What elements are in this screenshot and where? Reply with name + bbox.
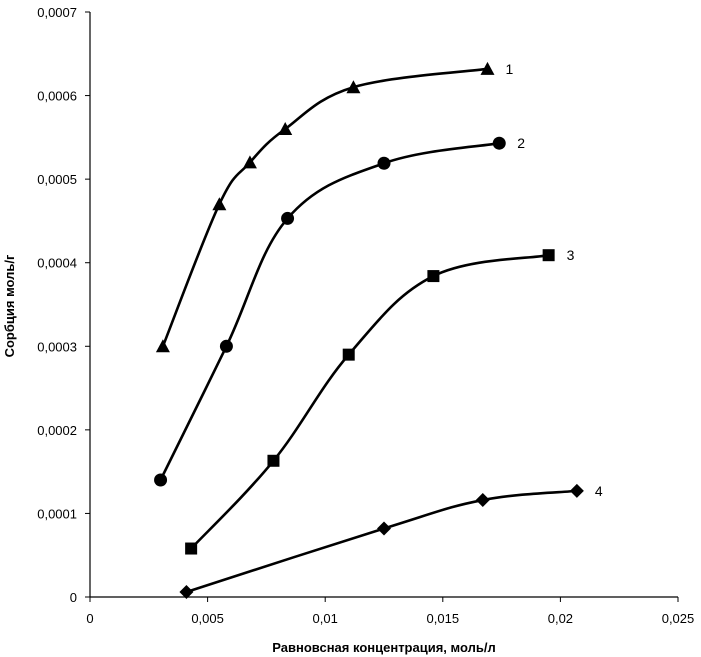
- square-marker: [427, 270, 440, 283]
- square-marker: [542, 249, 555, 262]
- triangle-marker: [155, 339, 170, 353]
- diamond-marker: [179, 584, 194, 599]
- series-layer: 1 2 3 4: [154, 61, 603, 599]
- triangle-marker: [278, 122, 293, 135]
- triangle-marker: [480, 61, 495, 75]
- y-tick-label: 0,0001: [37, 506, 77, 521]
- circle-marker: [219, 339, 233, 353]
- series-line: [190, 253, 549, 550]
- square-marker: [342, 348, 355, 361]
- axes: 0 0,005 0,01 0,015 0,02 0,025 0 0,0001 0,0002 0,0…: [37, 5, 694, 626]
- square-marker: [267, 454, 280, 467]
- triangle-marker: [242, 155, 257, 169]
- square-marker: [185, 542, 198, 555]
- y-tick-label: 0,0007: [37, 5, 77, 20]
- y-tick-label: 0,0005: [37, 172, 77, 187]
- x-tick-label: 0,005: [191, 611, 224, 626]
- circle-marker: [281, 211, 295, 225]
- series-line: [186, 489, 577, 594]
- series-line: [161, 67, 488, 347]
- circle-marker: [492, 136, 506, 150]
- y-axis-title: Сорбция моль/г: [2, 254, 17, 357]
- triangle-marker: [346, 80, 361, 94]
- diamond-marker: [377, 521, 391, 536]
- x-tick-label: 0,025: [662, 611, 695, 626]
- x-tick-label: 0: [86, 611, 93, 626]
- diamond-marker: [475, 493, 490, 508]
- series-label: 4: [595, 483, 603, 499]
- series-line: [159, 141, 500, 481]
- series-label: 1: [505, 61, 513, 77]
- triangle-marker: [212, 197, 227, 211]
- y-tick-label: 0,0002: [37, 423, 77, 438]
- diamond-marker: [569, 483, 584, 498]
- x-axis-title: Равновсная концентрация, моль/л: [272, 640, 495, 655]
- series-4: 4: [179, 483, 603, 599]
- series-label: 2: [517, 135, 525, 151]
- circle-marker: [377, 156, 391, 170]
- y-tick-label: 0,0004: [37, 256, 77, 271]
- x-tick-label: 0,015: [427, 611, 460, 626]
- circle-marker: [154, 473, 168, 487]
- y-tick-label: 0,0006: [37, 89, 77, 104]
- series-2: 2: [154, 135, 525, 487]
- y-tick-label: 0,0003: [37, 339, 77, 354]
- series-label: 3: [567, 247, 575, 263]
- x-tick-label: 0,02: [548, 611, 573, 626]
- series-3: 3: [185, 247, 575, 555]
- y-tick-label: 0: [70, 590, 77, 605]
- series-1: 1: [155, 61, 513, 353]
- x-tick-label: 0,01: [313, 611, 338, 626]
